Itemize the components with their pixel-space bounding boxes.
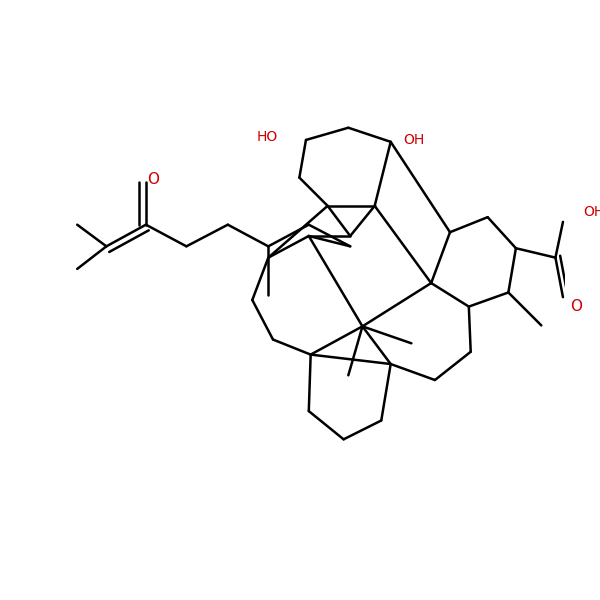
Text: O: O [148,172,160,187]
Text: HO: HO [256,130,278,144]
Text: O: O [570,299,582,314]
Text: OH: OH [403,133,424,147]
Text: OH: OH [584,205,600,220]
